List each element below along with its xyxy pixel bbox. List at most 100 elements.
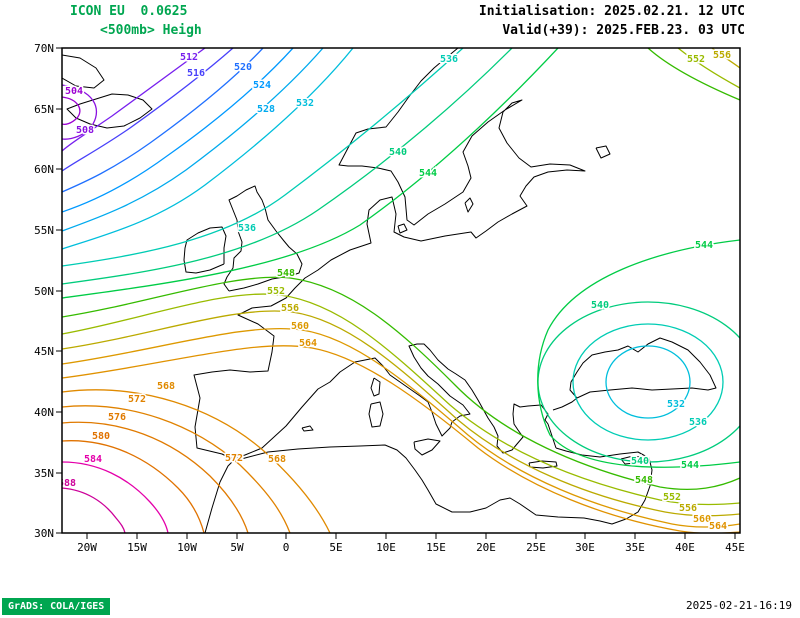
lon-label: 40E [675, 541, 695, 554]
contour-label-560: 560 [693, 514, 711, 525]
lat-label: 70N [34, 42, 54, 55]
contour-line-548 [62, 276, 740, 491]
contour-label-572: 572 [225, 453, 243, 464]
contour-label-548: 548 [277, 268, 295, 279]
contour-label-580: 580 [92, 431, 110, 442]
contour-line-540 [62, 48, 513, 285]
coastline [301, 425, 314, 432]
contour-label-568: 568 [268, 454, 286, 465]
contour-line-528 [62, 48, 324, 232]
contours-layer [62, 48, 740, 533]
contour-line-572 [62, 405, 291, 533]
contour-label-512: 512 [180, 52, 198, 63]
lon-label: 35E [625, 541, 645, 554]
lon-label: 5W [230, 541, 244, 554]
contour-label-536: 536 [440, 54, 458, 65]
contour-label-544: 544 [419, 168, 437, 179]
lon-label: 10E [376, 541, 396, 554]
contour-label-564: 564 [299, 338, 317, 349]
contour-label-552: 552 [267, 286, 285, 297]
contour-label-540: 540 [631, 456, 649, 467]
contour-line-532 [605, 345, 691, 419]
lon-label: 15W [127, 541, 147, 554]
contour-label-536: 536 [689, 417, 707, 428]
contour-label-540: 540 [389, 147, 407, 158]
coastline [595, 145, 611, 159]
contour-line-544 [62, 48, 559, 299]
lat-label: 30N [34, 527, 54, 540]
lon-label: 15E [426, 541, 446, 554]
contour-line-532 [62, 48, 354, 250]
contour-label-520: 520 [234, 62, 252, 73]
contour-line-524 [62, 48, 294, 213]
lat-label: 45N [34, 345, 54, 358]
contour-line-508 [62, 84, 98, 140]
lat-label: 35N [34, 467, 54, 480]
contour-label-560: 560 [291, 321, 309, 332]
coastline [552, 397, 578, 411]
contour-label-584: 584 [84, 454, 102, 465]
contour-label-556: 556 [679, 503, 697, 514]
coastline [223, 185, 303, 292]
contour-label-544: 544 [681, 460, 699, 471]
lon-label: 20W [77, 541, 97, 554]
contour-label-548: 548 [635, 475, 653, 486]
contour-label-552: 552 [687, 54, 705, 65]
contour-line-512 [62, 48, 206, 152]
coastline [370, 377, 381, 397]
contour-label-576: 576 [108, 412, 126, 423]
coastline [231, 343, 557, 460]
valid-time-label: Valid(+39): 2025.FEB.23. 03 UTC [502, 23, 745, 38]
contour-label-536: 536 [238, 223, 256, 234]
lon-label: 30E [575, 541, 595, 554]
field-title: <500mb> Heigh [100, 23, 202, 38]
model-title: ICON EU 0.0625 [70, 4, 188, 19]
contour-label-532: 532 [667, 399, 685, 410]
contour-label-556: 556 [281, 303, 299, 314]
contour-line-536 [62, 48, 464, 267]
contour-label-564: 564 [709, 521, 727, 532]
lon-label: 25E [526, 541, 546, 554]
coastlines-layer [62, 48, 717, 533]
lat-label: 55N [34, 224, 54, 237]
coastline [204, 444, 653, 533]
lon-label: 20E [476, 541, 496, 554]
coastline [464, 197, 474, 213]
contour-label-552: 552 [663, 492, 681, 503]
contour-label-508: 508 [76, 125, 94, 136]
contour-line-548 [647, 48, 740, 101]
lat-label: 60N [34, 163, 54, 176]
contour-line-576 [62, 421, 249, 533]
contour-line-580 [62, 440, 205, 533]
contour-label-568: 568 [157, 381, 175, 392]
contour-line-584 [62, 461, 169, 533]
contour-line-520 [62, 48, 264, 193]
coastline [62, 54, 105, 89]
contour-line-552 [677, 48, 740, 89]
initialisation-label: Initialisation: 2025.02.21. 12 UTC [478, 4, 745, 19]
coastline [368, 401, 384, 428]
contour-label-540: 540 [591, 300, 609, 311]
contour-line-536 [572, 323, 724, 441]
lat-label: 40N [34, 406, 54, 419]
contour-line-564 [62, 345, 740, 533]
contour-line-588 [62, 487, 126, 533]
contour-line-544 [537, 239, 740, 468]
contour-label-572: 572 [128, 394, 146, 405]
contour-line-540 [537, 301, 740, 463]
contour-line-552 [62, 293, 740, 506]
lon-label: 5E [329, 541, 342, 554]
contour-line-504 [62, 96, 81, 125]
contour-label-504: 504 [65, 86, 83, 97]
coastline [193, 48, 586, 460]
lat-label: 50N [34, 285, 54, 298]
contour-line-568 [62, 389, 331, 533]
coastline [413, 438, 441, 456]
coastline [183, 226, 227, 274]
coastline [66, 93, 153, 129]
coastline [397, 223, 408, 234]
grads-brand-badge: GrADS: COLA/IGES [2, 598, 111, 615]
contour-label-524: 524 [253, 80, 271, 91]
